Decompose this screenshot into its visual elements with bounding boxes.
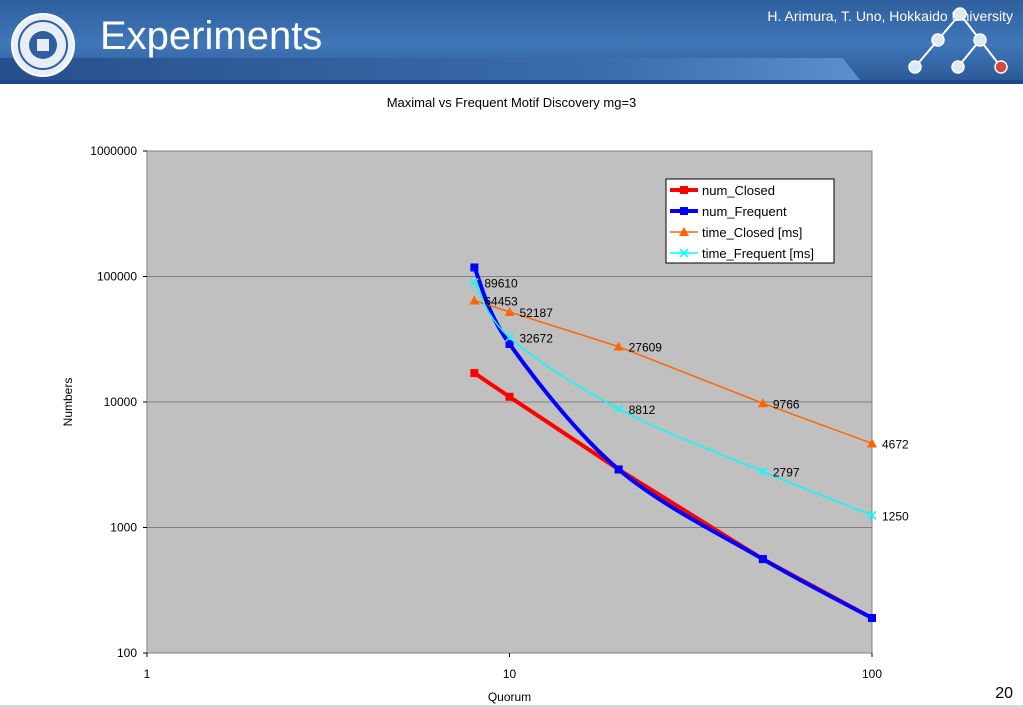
data-point bbox=[469, 295, 480, 305]
y-tick-label: 100 bbox=[117, 646, 137, 660]
data-label: 32672 bbox=[520, 331, 554, 345]
y-tick-label: 10000 bbox=[104, 395, 138, 409]
legend-label: time_Frequent [ms] bbox=[702, 246, 814, 261]
x-tick-label: 1 bbox=[144, 667, 151, 681]
data-label: 27609 bbox=[629, 341, 663, 355]
data-point bbox=[757, 398, 768, 408]
data-label: 52187 bbox=[520, 306, 554, 320]
legend-marker bbox=[679, 227, 689, 236]
y-tick-label: 1000 bbox=[110, 521, 137, 535]
legend-marker bbox=[680, 207, 688, 215]
tree-decoration-icon bbox=[908, 7, 1008, 74]
data-point bbox=[867, 510, 877, 520]
data-label: 64453 bbox=[484, 294, 518, 308]
data-label: 9766 bbox=[773, 397, 800, 411]
legend-label: num_Closed bbox=[702, 183, 775, 198]
series-line bbox=[472, 266, 873, 620]
slide-title: Experiments bbox=[100, 14, 323, 58]
legend-marker bbox=[680, 186, 688, 194]
footer-divider bbox=[0, 705, 1023, 708]
legend-label: time_Closed [ms] bbox=[702, 225, 802, 240]
x-tick-label: 100 bbox=[862, 667, 882, 681]
data-point bbox=[470, 263, 479, 272]
y-axis-label: Numbers bbox=[61, 378, 75, 427]
data-point bbox=[505, 392, 514, 401]
slide-header bbox=[0, 0, 1023, 80]
series-line bbox=[473, 282, 873, 517]
data-point bbox=[469, 277, 479, 288]
data-point bbox=[505, 339, 514, 348]
data-label: 89610 bbox=[484, 276, 518, 290]
data-point bbox=[504, 332, 515, 343]
y-tick-label: 100000 bbox=[97, 270, 137, 284]
data-point bbox=[614, 465, 623, 474]
university-seal-logo bbox=[11, 13, 75, 77]
data-point bbox=[867, 438, 877, 448]
legend bbox=[665, 178, 835, 264]
data-point bbox=[758, 555, 767, 564]
x-tick-label: 10 bbox=[503, 667, 517, 681]
data-label: 4672 bbox=[882, 437, 909, 451]
data-label: 8812 bbox=[629, 403, 656, 417]
x-axis-label: Quorum bbox=[488, 690, 531, 704]
authors-text: H. Arimura, T. Uno, Hokkaido University bbox=[767, 8, 1013, 24]
data-point bbox=[613, 341, 624, 351]
chart-title: Maximal vs Frequent Motif Discovery mg=3 bbox=[386, 95, 637, 110]
data-label: 1250 bbox=[882, 509, 909, 523]
header-band bbox=[0, 58, 860, 80]
legend-marker bbox=[679, 248, 689, 258]
data-label: 2797 bbox=[773, 465, 800, 479]
data-point bbox=[868, 614, 876, 623]
data-point bbox=[504, 306, 515, 316]
y-tick-label: 1000000 bbox=[90, 144, 137, 158]
data-point bbox=[470, 369, 479, 378]
page-number: 20 bbox=[995, 685, 1013, 702]
header-divider bbox=[0, 80, 1023, 84]
data-point bbox=[758, 466, 768, 476]
data-point bbox=[614, 404, 624, 414]
legend-label: num_Frequent bbox=[702, 204, 787, 219]
